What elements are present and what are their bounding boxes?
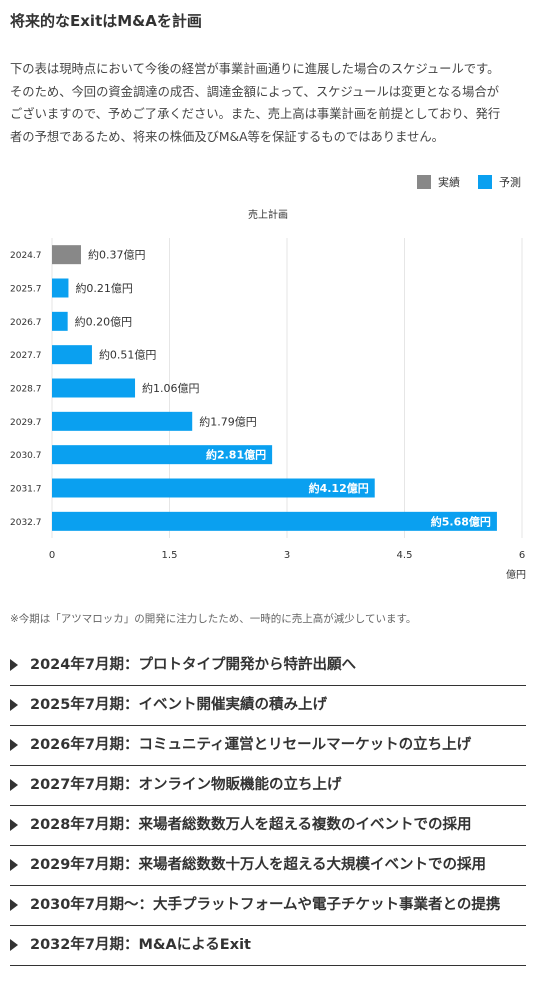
revenue-bar-chart: 売上計画 約0.37億円約0.21億円約0.20億円約0.51億円約1.06億円… [10, 208, 526, 581]
x-tick-label: 6 [519, 550, 525, 561]
legend-label-forecast: 予測 [499, 176, 521, 189]
milestone-label: 2027年7月期：オンライン物販機能の立ち上げ [30, 777, 342, 793]
triangle-right-icon [10, 939, 18, 951]
y-category-label: 2032.7 [10, 518, 42, 528]
triangle-right-icon [10, 739, 18, 751]
y-category-label: 2026.7 [10, 318, 42, 328]
triangle-right-icon [10, 899, 18, 911]
milestone-item[interactable]: 2024年7月期：プロトタイプ開発から特許出願へ [10, 646, 526, 686]
milestone-item[interactable]: 2025年7月期：イベント開催実績の積み上げ [10, 686, 526, 726]
bar [52, 445, 273, 465]
legend-swatch-actual [417, 175, 431, 189]
y-category-label: 2025.7 [10, 285, 42, 295]
bar [52, 345, 92, 365]
bar-data-label: 約0.20億円 [75, 314, 132, 328]
milestone-label: 2026年7月期：コミュニティ運営とリセールマーケットの立ち上げ [30, 737, 472, 753]
bar-data-label: 約0.37億円 [88, 248, 146, 262]
bar [52, 311, 68, 331]
milestone-item[interactable]: 2028年7月期：来場者総数数万人を超える複数のイベントでの採用 [10, 806, 526, 846]
bar [52, 411, 193, 431]
milestone-label: 2029年7月期：来場者総数数十万人を超える大規模イベントでの採用 [30, 857, 487, 873]
y-category-label: 2031.7 [10, 485, 42, 495]
legend-item-actual: 実績 [417, 174, 460, 190]
bar [52, 378, 136, 398]
y-category-label: 2030.7 [10, 451, 42, 461]
milestone-item[interactable]: 2026年7月期：コミュニティ運営とリセールマーケットの立ち上げ [10, 726, 526, 766]
triangle-right-icon [10, 659, 18, 671]
legend-label-actual: 実績 [438, 176, 460, 189]
triangle-right-icon [10, 819, 18, 831]
y-category-label: 2027.7 [10, 351, 42, 361]
triangle-right-icon [10, 699, 18, 711]
chart-title: 売上計画 [248, 208, 288, 221]
description-line: 下の表は現時点において今後の経営が事業計画通りに進展した場合のスケジュールです。 [10, 62, 500, 76]
x-tick-label: 1.5 [162, 550, 178, 561]
chart-legend: 実績 予測 [399, 174, 521, 190]
y-category-label: 2024.7 [10, 251, 42, 261]
milestone-item[interactable]: 2029年7月期：来場者総数数十万人を超える大規模イベントでの採用 [10, 846, 526, 886]
milestone-label: 2030年7月期〜：大手プラットフォームや電子チケット事業者との提携 [30, 897, 501, 913]
chart-footnote: ※今期は「アツマロッカ」の開発に注力したため、一時的に売上高が減少しています。 [10, 613, 417, 625]
legend-item-forecast: 予測 [478, 174, 521, 190]
description-line: ございますので、予めご了承ください。また、売上高は事業計画を前提としており、発行 [10, 107, 501, 121]
bar-data-label: 約1.79億円 [199, 414, 257, 428]
page-title: 将来的なExitはM&Aを計画 [10, 12, 202, 30]
milestone-item[interactable]: 2027年7月期：オンライン物販機能の立ち上げ [10, 766, 526, 806]
bar-data-label: 約5.68億円 [431, 514, 491, 528]
x-tick-label: 4.5 [397, 550, 413, 561]
bar-data-label: 約1.06億円 [142, 381, 200, 395]
axis-layer: 0 1.5 3 4.5 6 2024.7 2025.7 2026.7 2027.7 2028.7 2… [10, 251, 525, 561]
milestone-label: 2025年7月期：イベント開催実績の積み上げ [30, 697, 327, 713]
triangle-right-icon [10, 779, 18, 791]
milestone-label: 2024年7月期：プロトタイプ開発から特許出願へ [30, 657, 356, 673]
bar [52, 245, 81, 265]
x-tick-label: 0 [49, 550, 55, 561]
x-unit-label: 億円 [506, 568, 526, 581]
y-category-label: 2028.7 [10, 385, 42, 395]
bar [52, 478, 375, 498]
milestone-label: 2032年7月期：M&AによるExit [30, 937, 251, 953]
triangle-right-icon [10, 859, 18, 871]
milestone-item[interactable]: 2030年7月期〜：大手プラットフォームや電子チケット事業者との提携 [10, 886, 526, 926]
bar-data-label: 約0.21億円 [75, 281, 133, 295]
bar-data-label: 約4.12億円 [309, 481, 369, 495]
bar [52, 511, 497, 531]
y-category-label: 2029.7 [10, 418, 42, 428]
description-line: そのため、今回の資金調達の成否、調達金額によって、スケジュールは変更となる場合が [10, 84, 500, 99]
x-tick-label: 3 [284, 550, 290, 561]
bar [52, 278, 69, 298]
bar-data-label: 約2.81億円 [206, 448, 266, 462]
description-line: 者の予想であるため、将来の株価及びM&A等を保証するものではありません。 [10, 129, 444, 144]
milestone-label: 2028年7月期：来場者総数数万人を超える複数のイベントでの採用 [30, 817, 472, 833]
milestone-item[interactable]: 2032年7月期：M&AによるExit [10, 926, 526, 966]
bar-data-label: 約0.51億円 [99, 348, 157, 362]
legend-swatch-forecast [478, 175, 492, 189]
bar-layer: 約0.37億円約0.21億円約0.20億円約0.51億円約1.06億円約1.79… [52, 245, 497, 531]
description: 下の表は現時点において今後の経営が事業計画通りに進展した場合のスケジュールです。… [10, 58, 525, 148]
milestone-list: 2024年7月期：プロトタイプ開発から特許出願へ 2025年7月期：イベント開催実… [10, 646, 526, 966]
